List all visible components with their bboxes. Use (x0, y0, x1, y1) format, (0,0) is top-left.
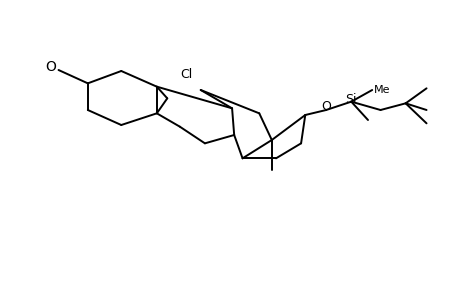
Text: O: O (320, 100, 330, 113)
Text: Si: Si (345, 93, 356, 106)
Text: O: O (45, 60, 56, 74)
Text: Me: Me (373, 85, 390, 95)
Text: Cl: Cl (179, 68, 192, 82)
